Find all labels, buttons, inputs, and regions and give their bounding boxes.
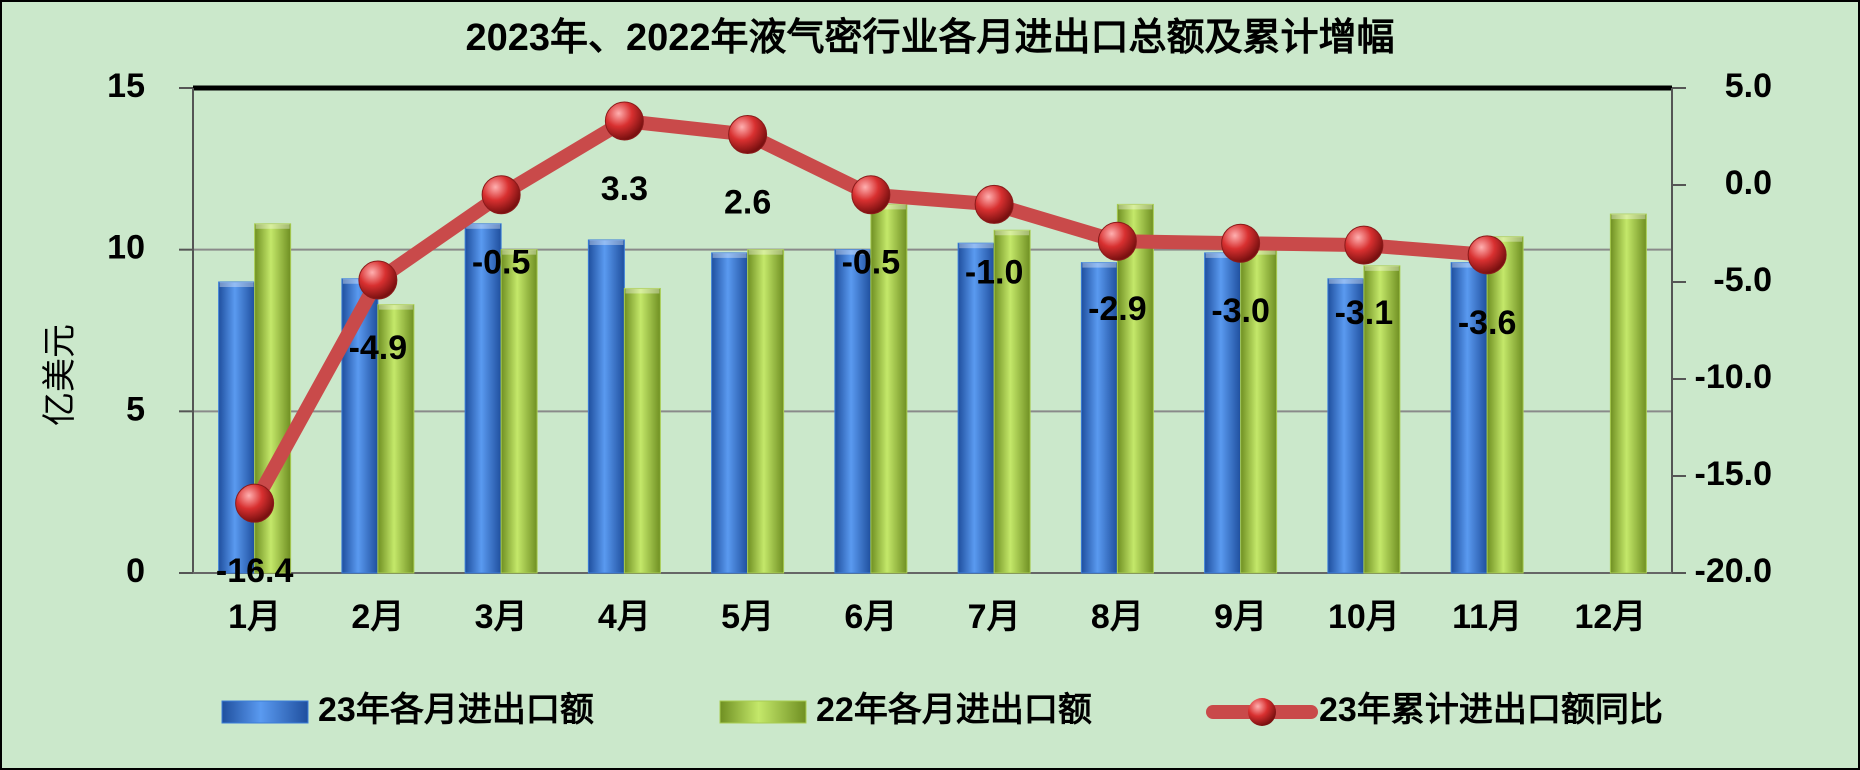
bar	[1240, 249, 1278, 574]
x-tick-label: 9月	[1214, 598, 1267, 636]
line-point	[1097, 221, 1137, 261]
data-label: -3.1	[1335, 294, 1394, 332]
data-label: -1.0	[965, 253, 1024, 291]
bar-cap	[1452, 262, 1487, 268]
y2-tick-label: -20.0	[1695, 552, 1773, 590]
legend-swatch	[719, 700, 807, 724]
bar	[1116, 203, 1154, 574]
bar	[1204, 252, 1242, 574]
line-point	[481, 175, 521, 215]
bar-cap	[255, 223, 290, 229]
bar-cap	[995, 230, 1030, 236]
bar-cap	[1241, 249, 1276, 255]
bar-cap	[625, 288, 660, 294]
y-tick-label: 10	[107, 229, 145, 267]
y2-tick-label: 5.0	[1725, 67, 1772, 105]
x-tick-label: 3月	[475, 598, 528, 636]
bar	[957, 242, 995, 574]
bar-cap	[748, 249, 783, 255]
x-tick-label: 11月	[1452, 598, 1522, 636]
x-tick-label: 1月	[228, 598, 281, 636]
y-tick-label: 15	[107, 67, 145, 105]
x-tick-label: 2月	[351, 598, 404, 636]
bar	[1363, 265, 1401, 574]
bar	[1450, 262, 1488, 574]
data-label: -0.5	[472, 244, 531, 282]
bar-cap	[589, 239, 624, 245]
legend-label: 23年各月进出口额	[318, 690, 594, 729]
bar-cap	[1082, 262, 1117, 268]
y2-tick-label: -15.0	[1695, 455, 1773, 493]
line-point	[604, 101, 644, 141]
line-point	[358, 260, 398, 300]
bar-cap	[1488, 236, 1523, 242]
bar	[587, 239, 625, 574]
line-point	[851, 175, 891, 215]
bar	[623, 287, 661, 574]
bar-cap	[1364, 265, 1399, 271]
data-label: -16.4	[216, 552, 294, 590]
x-tick-label: 6月	[844, 598, 897, 636]
legend-label: 23年累计进出口额同比	[1319, 691, 1663, 729]
data-label: 2.6	[724, 184, 771, 222]
bar-cap	[871, 204, 906, 210]
y-tick-label: 0	[126, 552, 145, 590]
y-tick-label: 5	[126, 390, 145, 428]
x-tick-label: 8月	[1091, 598, 1144, 636]
bar-cap	[835, 249, 870, 255]
bar	[834, 249, 872, 574]
x-tick-label: 7月	[968, 598, 1021, 636]
chart-title: 2023年、2022年液气密行业各月进出口总额及累计增幅	[465, 16, 1394, 59]
bar-cap	[1205, 252, 1240, 258]
legend-swatch	[221, 700, 309, 724]
x-tick-label: 12月	[1574, 598, 1646, 636]
x-tick-label: 10月	[1328, 598, 1400, 636]
data-label: 3.3	[601, 170, 648, 208]
data-label: -3.0	[1211, 292, 1270, 330]
bar-cap	[712, 252, 747, 258]
data-label: -4.9	[349, 329, 408, 367]
line-point	[728, 115, 768, 155]
bar	[1080, 262, 1118, 574]
bar	[218, 281, 256, 574]
bar-cap	[959, 243, 994, 249]
line-point	[1344, 225, 1384, 265]
x-tick-label: 4月	[598, 598, 651, 636]
line-point	[235, 483, 275, 523]
line-point	[1467, 235, 1507, 275]
bar	[1609, 213, 1647, 574]
bar	[500, 249, 538, 574]
bar	[870, 203, 908, 574]
data-label: -0.5	[842, 244, 901, 282]
bar	[747, 249, 785, 574]
bar-cap	[1611, 214, 1646, 220]
y2-tick-label: -10.0	[1695, 358, 1773, 396]
y-axis-label: 亿美元	[41, 324, 79, 426]
bar	[993, 229, 1031, 574]
x-tick-label: 5月	[721, 598, 774, 636]
bar	[1327, 278, 1365, 574]
bar-cap	[1328, 278, 1363, 284]
bar	[377, 304, 415, 574]
data-label: -2.9	[1088, 290, 1147, 328]
data-label: -3.6	[1458, 304, 1517, 342]
y2-tick-label: -5.0	[1713, 261, 1772, 299]
legend-marker	[1248, 698, 1276, 726]
bar-cap	[378, 304, 413, 310]
y2-tick-label: 0.0	[1725, 164, 1772, 202]
bar	[711, 252, 749, 574]
bar-cap	[219, 282, 254, 287]
bar-cap	[466, 223, 501, 229]
bar-cap	[1118, 204, 1153, 210]
bar	[1486, 236, 1524, 574]
line-point	[1221, 223, 1261, 263]
bar-cap	[502, 249, 537, 255]
line-point	[974, 184, 1014, 224]
legend-label: 22年各月进出口额	[816, 690, 1092, 729]
